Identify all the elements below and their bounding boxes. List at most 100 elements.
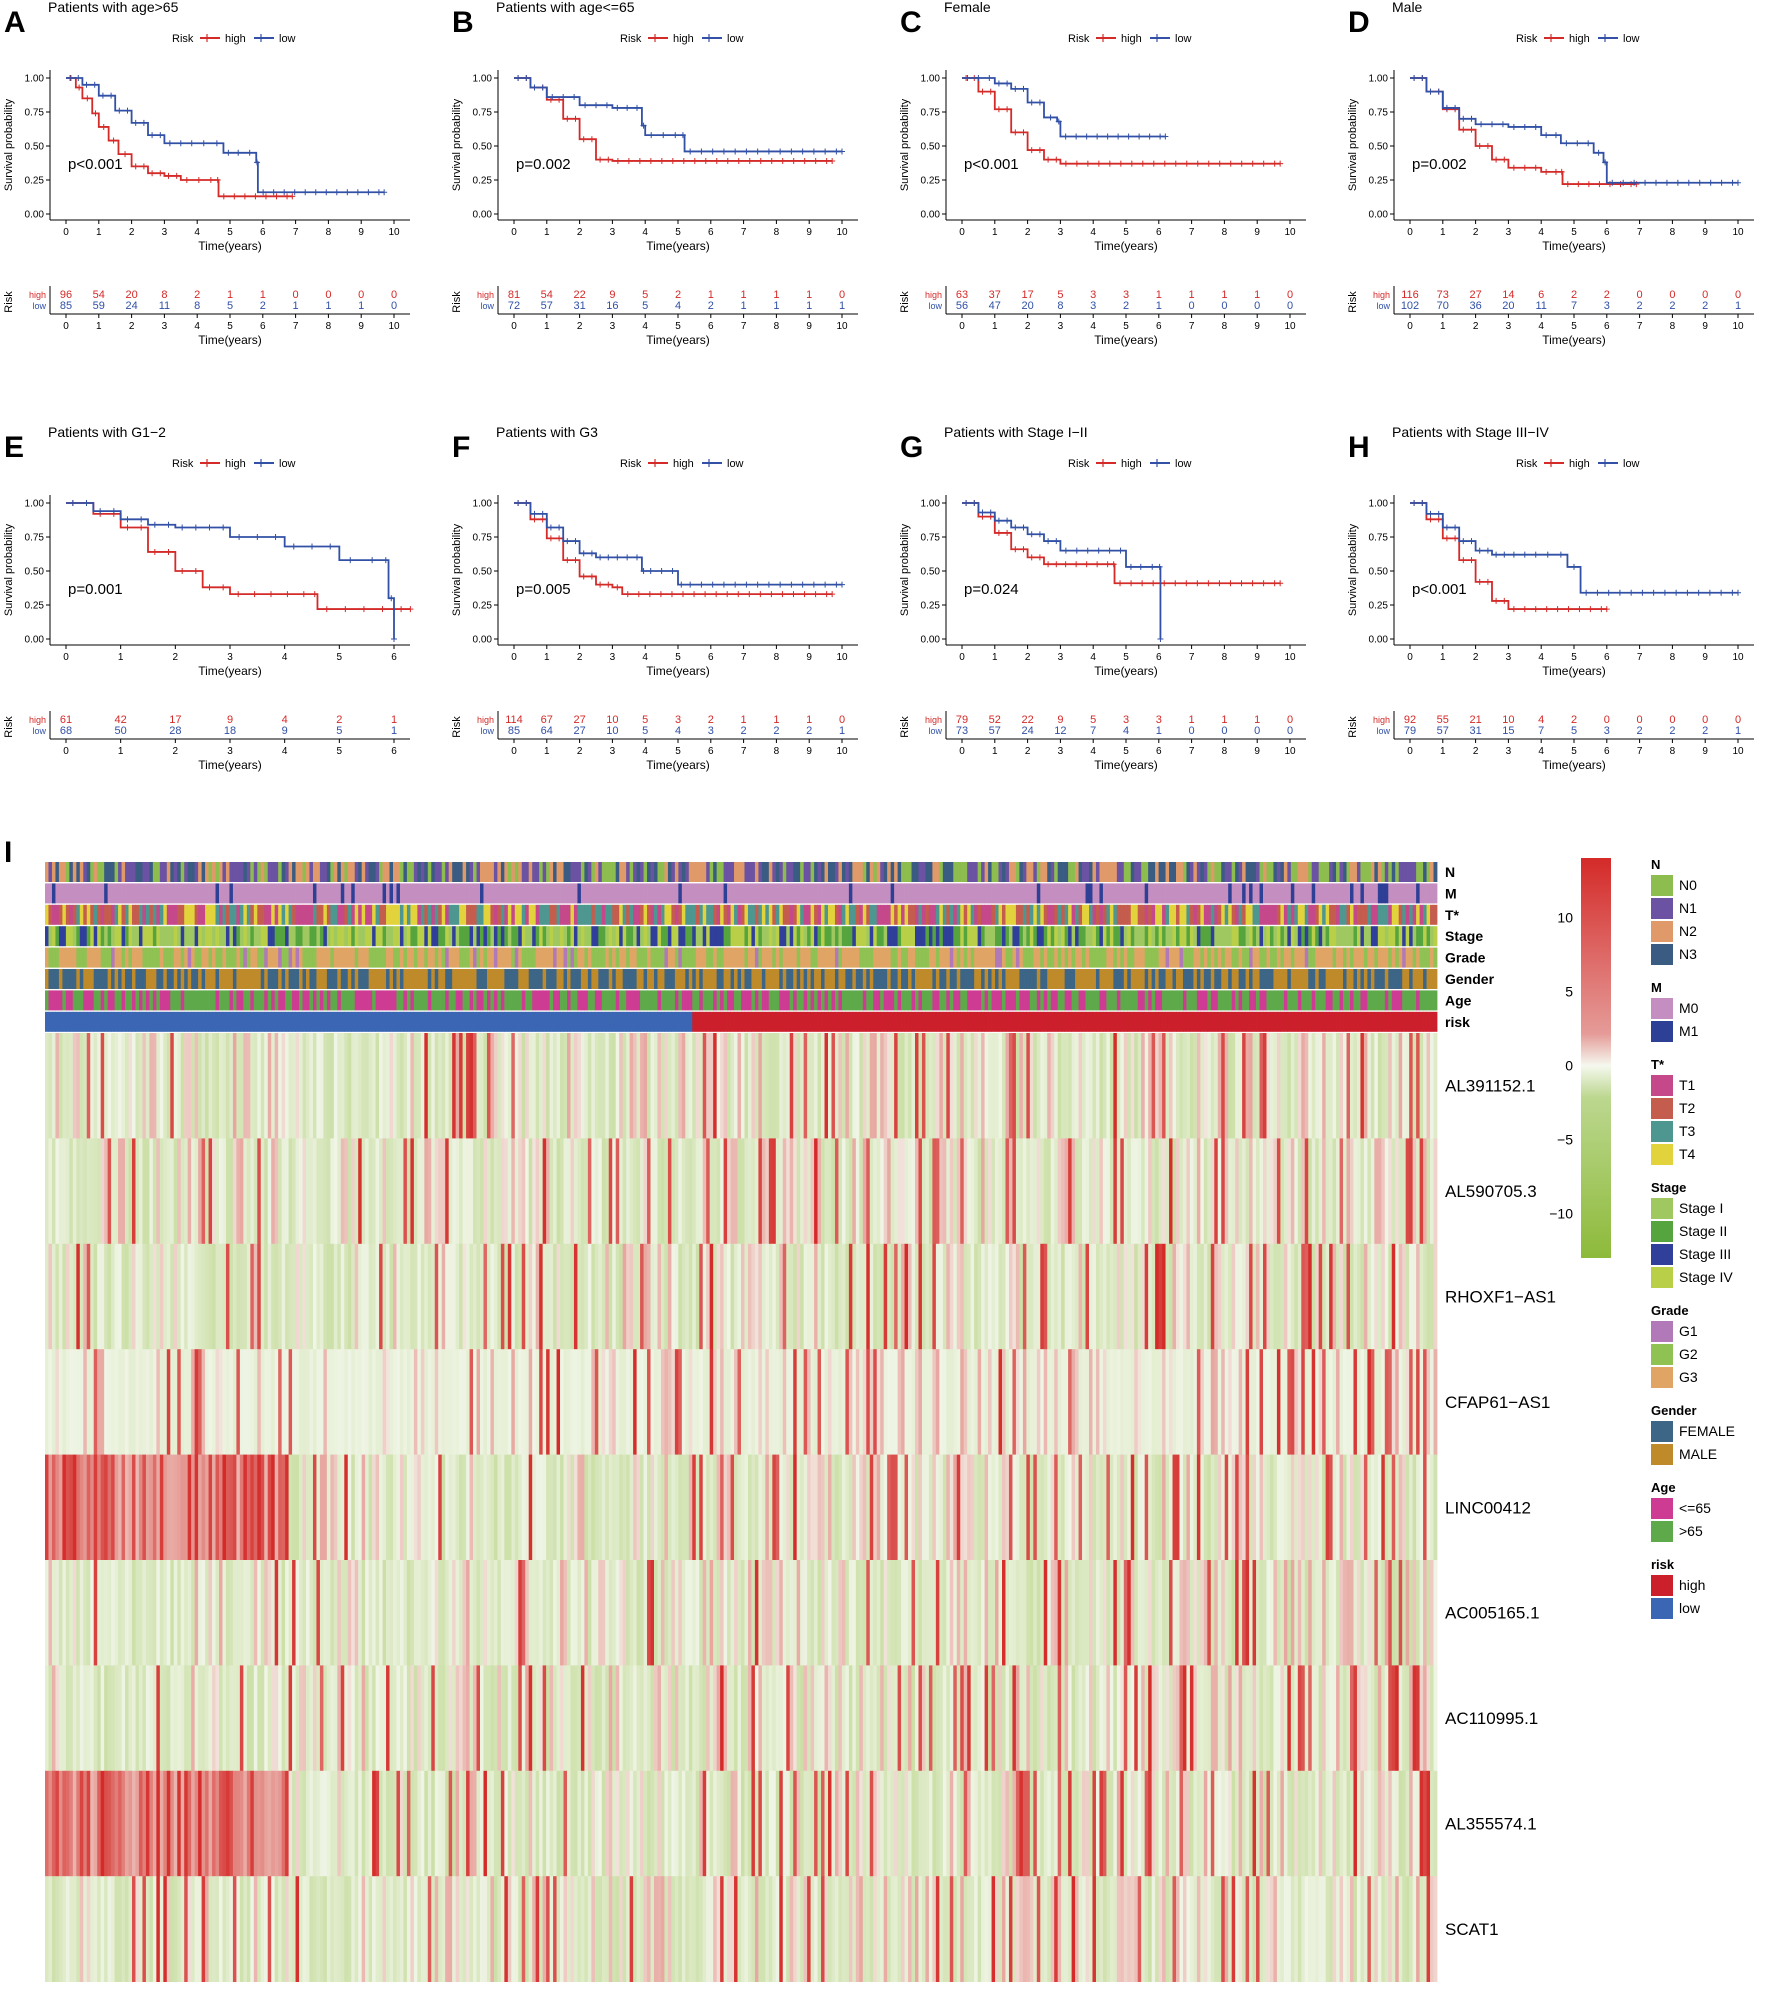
annotation-cell: [859, 969, 864, 989]
annotation-cell: [685, 990, 690, 1011]
annotation-cell: [1214, 883, 1219, 904]
annotation-cell: [1235, 969, 1240, 989]
heatmap-cell: [462, 1033, 467, 1139]
heatmap-cell: [135, 1033, 140, 1139]
x-tick-label: 4: [1090, 227, 1096, 238]
annotation-cell: [1172, 990, 1177, 1011]
heatmap-cell: [295, 1033, 300, 1139]
annotation-cell: [1095, 883, 1100, 904]
annotation-cell: [1269, 904, 1274, 925]
annotation-cell: [1036, 1011, 1041, 1032]
censor-mark-high: [1205, 580, 1212, 587]
annotation-cell: [1294, 862, 1299, 882]
heatmap-cell: [177, 1138, 182, 1245]
annotation-cell: [344, 1011, 349, 1032]
annotation-cell: [532, 904, 537, 925]
annotation-cell: [1151, 883, 1156, 904]
x-tick-label: 6: [260, 227, 266, 238]
annotation-cell: [1224, 947, 1229, 968]
y-tick-label: 0.00: [473, 635, 493, 646]
x-tick-label: 7: [1637, 652, 1643, 663]
annotation-cell: [887, 883, 892, 904]
censor-mark-low: [124, 107, 131, 114]
annotation-cell: [480, 1011, 484, 1032]
annotation-cell: [1068, 990, 1072, 1011]
annotation-cell: [946, 904, 951, 925]
annotation-cell: [351, 883, 356, 904]
risk-table-ylabel: Risk: [451, 291, 463, 313]
annotation-cell: [1158, 883, 1163, 904]
annotation-cell: [1068, 883, 1072, 904]
censor-mark-low: [83, 500, 90, 506]
risk-table-x-tick-label: 4: [642, 321, 648, 332]
annotation-cell: [674, 969, 679, 989]
annotation-cell: [1325, 904, 1330, 925]
annotation-cell: [706, 990, 711, 1011]
risk-count-high: 61: [60, 714, 72, 726]
annotation-cell: [365, 1011, 370, 1032]
annotation-cell: [504, 969, 509, 989]
annotation-cell: [553, 1011, 557, 1032]
heatmap-cell: [678, 1033, 683, 1139]
censor-mark-high: [1216, 580, 1223, 587]
annotation-cell: [225, 990, 230, 1011]
heatmap-cell: [852, 1033, 857, 1139]
annotation-cell: [354, 883, 359, 904]
annotation-cell: [379, 947, 383, 968]
annotation-cell: [1155, 904, 1159, 925]
annotation-cell: [998, 904, 1003, 925]
annotation-cell: [166, 947, 171, 968]
annotation-cell: [480, 904, 484, 925]
annotation-cell: [330, 969, 335, 989]
annotation-cell: [500, 926, 505, 947]
annotation-cell: [118, 947, 122, 968]
annotation-cell: [723, 904, 728, 925]
annotation-cell: [208, 904, 213, 925]
heatmap-cell: [198, 1033, 202, 1139]
annotation-cell: [1012, 990, 1017, 1011]
annotation-cell: [76, 969, 81, 989]
annotation-cell: [1036, 904, 1041, 925]
risk-count-high: 0: [1669, 714, 1675, 726]
annotation-cell: [647, 904, 651, 925]
annotation-cell: [128, 1011, 133, 1032]
heatmap-cell: [553, 1033, 557, 1139]
annotation-cell: [403, 969, 408, 989]
annotation-cell: [389, 862, 394, 882]
censor-mark-high: [1028, 554, 1035, 561]
censor-mark-low: [1084, 547, 1091, 554]
heatmap-cell: [104, 1033, 109, 1139]
heatmap-cell: [434, 1138, 439, 1245]
annotation-cell: [1346, 883, 1351, 904]
annotation-cell: [1200, 904, 1205, 925]
x-axis-label: Time(years): [1542, 664, 1606, 678]
annotation-cell: [375, 1011, 380, 1032]
annotation-cell: [1106, 926, 1111, 947]
annotation-cell: [918, 969, 923, 989]
annotation-cell: [337, 926, 342, 947]
heatmap-cell: [514, 1138, 519, 1245]
annotation-cell: [239, 862, 244, 882]
annotation-cell: [535, 926, 540, 947]
risk-table-x-tick-label: 2: [1473, 746, 1479, 757]
risk-count-high: 114: [505, 714, 523, 726]
annotation-cell: [1120, 969, 1125, 989]
annotation-cell: [580, 883, 585, 904]
annotation-cell: [511, 862, 516, 882]
annotation-cell: [250, 990, 255, 1011]
annotation-cell: [542, 969, 547, 989]
annotation-cell: [946, 926, 951, 947]
heatmap-cell: [135, 1138, 140, 1245]
heatmap-cell: [51, 1138, 56, 1245]
annotation-cell: [723, 1011, 728, 1032]
annotation-cell: [173, 990, 178, 1011]
annotation-cell: [1384, 1011, 1389, 1032]
censor-mark-high: [1053, 156, 1060, 163]
annotation-cell: [326, 926, 331, 947]
annotation-cell: [706, 883, 711, 904]
annotation-cell: [747, 969, 752, 989]
annotation-cell: [1294, 926, 1299, 947]
annotation-cell: [486, 904, 491, 925]
censor-mark-high: [151, 548, 158, 555]
annotation-cell: [970, 926, 975, 947]
